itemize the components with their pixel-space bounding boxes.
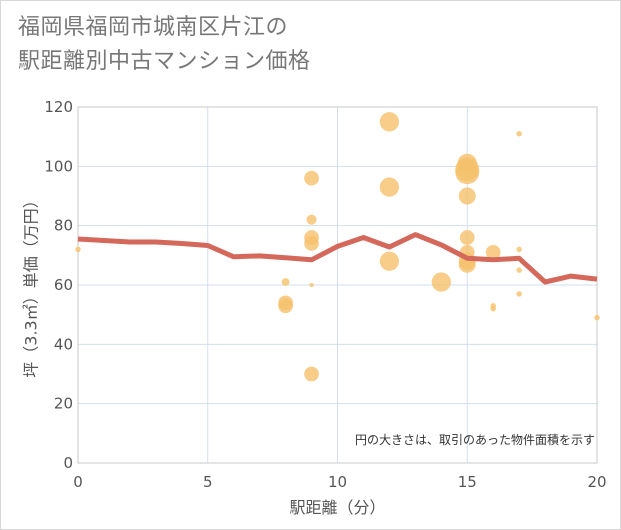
bubble-point bbox=[485, 245, 501, 260]
bubble-point bbox=[304, 236, 319, 251]
y-tick-label: 80 bbox=[54, 217, 73, 235]
grid-lines bbox=[77, 106, 598, 464]
x-tick-label: 10 bbox=[328, 473, 347, 491]
bubble-point bbox=[516, 291, 522, 297]
bubble-size-note: 円の大きさは、取引のあった物件面積を示す bbox=[355, 432, 595, 447]
bubble-series bbox=[75, 112, 600, 382]
x-axis-ticks: 0 5 10 15 20 bbox=[73, 473, 606, 491]
bubble-point bbox=[516, 130, 522, 137]
bubble-point bbox=[306, 214, 317, 225]
x-tick-label: 5 bbox=[203, 473, 213, 491]
y-tick-label: 60 bbox=[54, 276, 73, 294]
bubble-point bbox=[516, 267, 522, 273]
bubble-point bbox=[281, 278, 290, 286]
bubble-point bbox=[431, 272, 451, 292]
y-axis-title: 坪（3.3㎡）単価（万円） bbox=[22, 192, 41, 377]
y-tick-label: 120 bbox=[44, 98, 73, 116]
bubble-point bbox=[594, 314, 600, 321]
bubble-point bbox=[459, 230, 475, 245]
y-tick-label: 0 bbox=[63, 454, 73, 472]
y-tick-label: 100 bbox=[44, 157, 73, 175]
bubble-point bbox=[75, 246, 81, 253]
bubble-point bbox=[379, 177, 400, 197]
y-axis-ticks: 0 20 40 60 80 100 120 bbox=[44, 98, 73, 472]
bubble-point bbox=[455, 160, 480, 185]
average-line-series bbox=[77, 232, 598, 285]
bubble-point bbox=[304, 366, 319, 382]
x-tick-label: 15 bbox=[458, 473, 477, 491]
chart-title: 福岡県福岡市城南区片江の 駅距離別中古マンション価格 bbox=[18, 11, 311, 79]
bubble-point bbox=[304, 170, 319, 186]
y-tick-label: 20 bbox=[54, 395, 73, 413]
bubble-point bbox=[458, 187, 476, 205]
x-axis-title: 駅距離（分） bbox=[289, 498, 385, 517]
chart-title-line-1: 福岡県福岡市城南区片江の bbox=[18, 15, 289, 40]
bubble-point bbox=[490, 305, 496, 312]
bubble-point bbox=[379, 112, 400, 132]
plot-area-frame bbox=[77, 106, 598, 464]
y-tick-label: 40 bbox=[54, 335, 73, 353]
bubble-point bbox=[309, 282, 314, 288]
x-tick-label: 20 bbox=[587, 473, 606, 491]
chart-title-line-2: 駅距離別中古マンション価格 bbox=[18, 49, 311, 74]
bubble-point bbox=[379, 251, 400, 271]
x-tick-label: 0 bbox=[73, 473, 83, 491]
bubble-point bbox=[516, 246, 522, 253]
bubble-point bbox=[278, 298, 293, 314]
average-price-line bbox=[77, 232, 598, 285]
